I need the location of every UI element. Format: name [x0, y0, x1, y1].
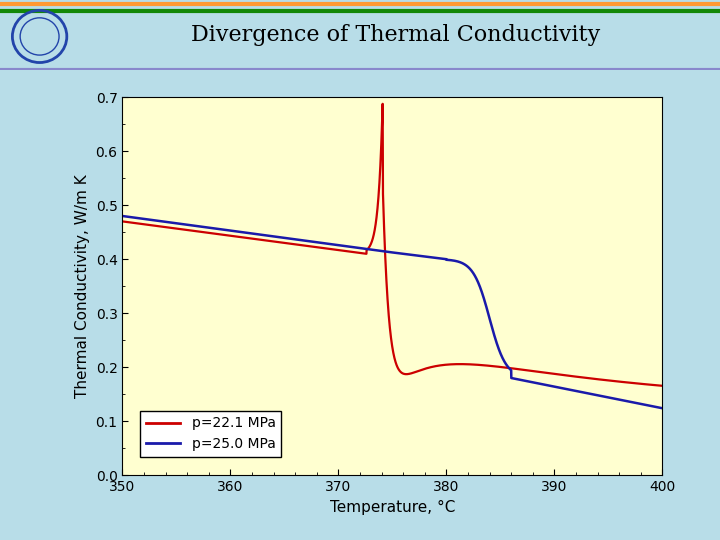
p=22.1 MPa: [438, 362, 446, 368]
Legend: p=22.1 MPa, p=25.0 MPa: p=22.1 MPa, p=25.0 MPa: [140, 411, 281, 457]
p=22.1 MPa: [547, 370, 556, 377]
p=22.1 MPa: [378, 100, 387, 107]
p=25.0 MPa: [314, 239, 323, 246]
p=25.0 MPa: [438, 255, 446, 262]
p=25.0 MPa: [518, 377, 527, 383]
Y-axis label: Thermal Conductivity, W/m K: Thermal Conductivity, W/m K: [75, 174, 90, 398]
Text: Divergence of Thermal Conductivity: Divergence of Thermal Conductivity: [192, 24, 600, 46]
Line: p=22.1 MPa: p=22.1 MPa: [122, 104, 662, 386]
p=25.0 MPa: [658, 405, 667, 411]
p=22.1 MPa: [145, 222, 154, 228]
p=22.1 MPa: [518, 367, 527, 373]
Line: p=25.0 MPa: p=25.0 MPa: [122, 216, 662, 408]
p=22.1 MPa: [658, 382, 667, 389]
p=25.0 MPa: [145, 217, 154, 223]
p=22.1 MPa: [314, 244, 323, 251]
p=22.1 MPa: [118, 218, 127, 225]
p=25.0 MPa: [461, 262, 469, 268]
p=25.0 MPa: [547, 383, 556, 389]
p=25.0 MPa: [118, 213, 127, 219]
p=22.1 MPa: [462, 361, 470, 367]
X-axis label: Temperature, °C: Temperature, °C: [330, 500, 455, 515]
